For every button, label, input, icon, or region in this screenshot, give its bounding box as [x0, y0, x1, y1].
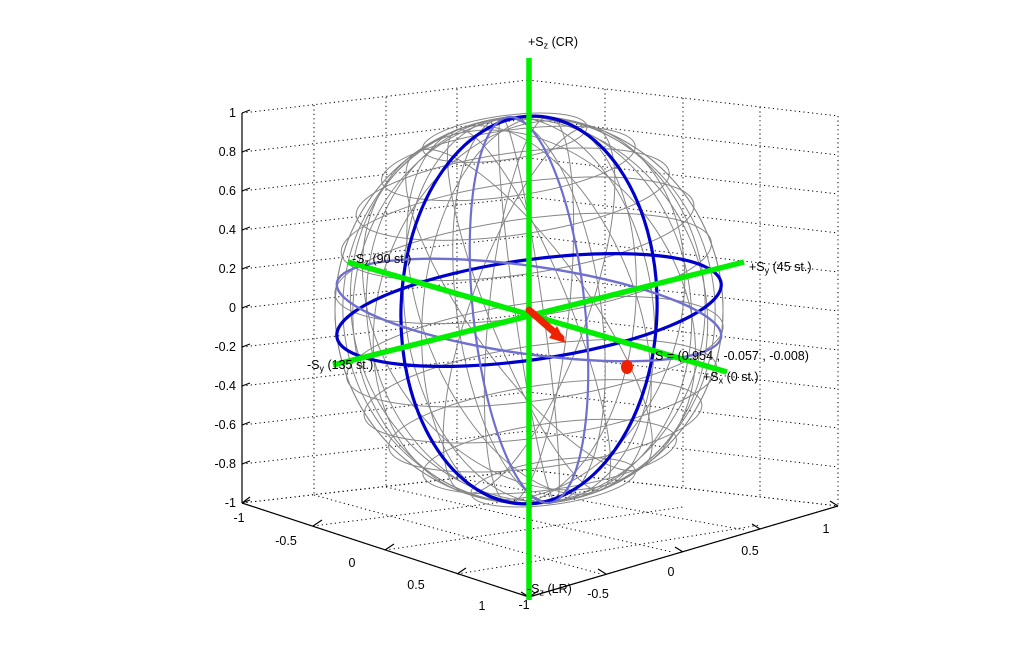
stokes-vector-arrow: [525, 306, 566, 343]
vtick-6: -0.2: [214, 339, 236, 354]
ltick-0: -1: [233, 510, 245, 525]
axis-label-neg-z: -Sz (LR): [527, 583, 572, 598]
axis-label-neg-x: -Sz (90 st.): [352, 253, 411, 268]
axis-label-neg-x-tail: (90 st.): [369, 252, 412, 266]
axis-label-neg-z-sub: z: [539, 587, 545, 598]
great-circle-meridian-b: [335, 257, 723, 363]
rtick-0: -1: [518, 597, 530, 612]
axis-label-pos-x-main: +S: [703, 370, 719, 384]
grid-left-wall: [241, 79, 529, 504]
grid-right-wall: [527, 79, 839, 507]
rtick-1: -0.5: [587, 586, 609, 601]
vtick-1: 0.8: [218, 144, 236, 159]
rtick-2: 0: [667, 564, 675, 579]
axis-label-pos-z-tail: (CR): [548, 35, 578, 49]
stokes-marker-point: [621, 360, 633, 374]
axis-label-pos-y-main: +S: [749, 260, 765, 274]
ltick-2: 0: [348, 555, 356, 570]
axis-label-neg-y: -Sy (135 st.): [307, 359, 373, 374]
vtick-3: 0.4: [218, 222, 236, 237]
axis-label-pos-z: +Sz (CR): [528, 36, 578, 51]
axis-label-pos-z-sub: z: [543, 40, 549, 51]
axis-label-neg-z-tail: (LR): [544, 582, 572, 596]
vtick-10: -1: [224, 495, 236, 510]
vtick-4: 0.2: [218, 261, 236, 276]
vtick-5: 0: [229, 300, 236, 315]
axis-label-neg-x-sub: z: [364, 257, 370, 268]
great-circle-meridian-a: [399, 114, 659, 506]
axis-label-pos-z-main: +S: [528, 35, 544, 49]
vtick-9: -0.8: [214, 456, 236, 471]
ltick-1: -0.5: [275, 533, 297, 548]
axis-label-pos-x-tail: (0 st.): [723, 370, 759, 384]
axis-label-pos-y-sub: y: [764, 265, 770, 276]
axis-label-neg-y-main: -S: [307, 358, 320, 372]
axis-label-neg-z-main: -S: [527, 582, 540, 596]
axis-label-neg-y-sub: y: [319, 363, 325, 374]
axis-label-pos-y: +Sy (45 st.): [749, 261, 812, 276]
vtick-7: -0.4: [214, 378, 236, 393]
axis-label-pos-x-sub: x: [718, 375, 724, 386]
axis-label-pos-x: +Sx (0 st.): [703, 371, 759, 386]
ltick-4: 1: [478, 598, 486, 613]
axis-ticks: [241, 109, 839, 598]
axis-label-neg-x-main: -S: [352, 252, 365, 266]
stokes-vector-readout: S = (0.954 , -0.057 , -0.008): [655, 349, 809, 363]
axis-label-neg-y-tail: (135 st.): [324, 358, 374, 372]
axis-label-pos-y-tail: (45 st.): [769, 260, 812, 274]
rtick-3: 0.5: [741, 543, 759, 558]
vtick-8: -0.6: [214, 417, 236, 432]
axis-line-y: [332, 259, 745, 368]
vtick-2: 0.6: [218, 183, 236, 198]
grid-floor: [241, 469, 839, 598]
great-circles: [335, 114, 723, 506]
great-circle-equator: [335, 252, 723, 368]
ltick-3: 0.5: [407, 577, 425, 592]
rtick-4: 1: [822, 521, 830, 536]
vtick-0: 1: [229, 105, 236, 120]
